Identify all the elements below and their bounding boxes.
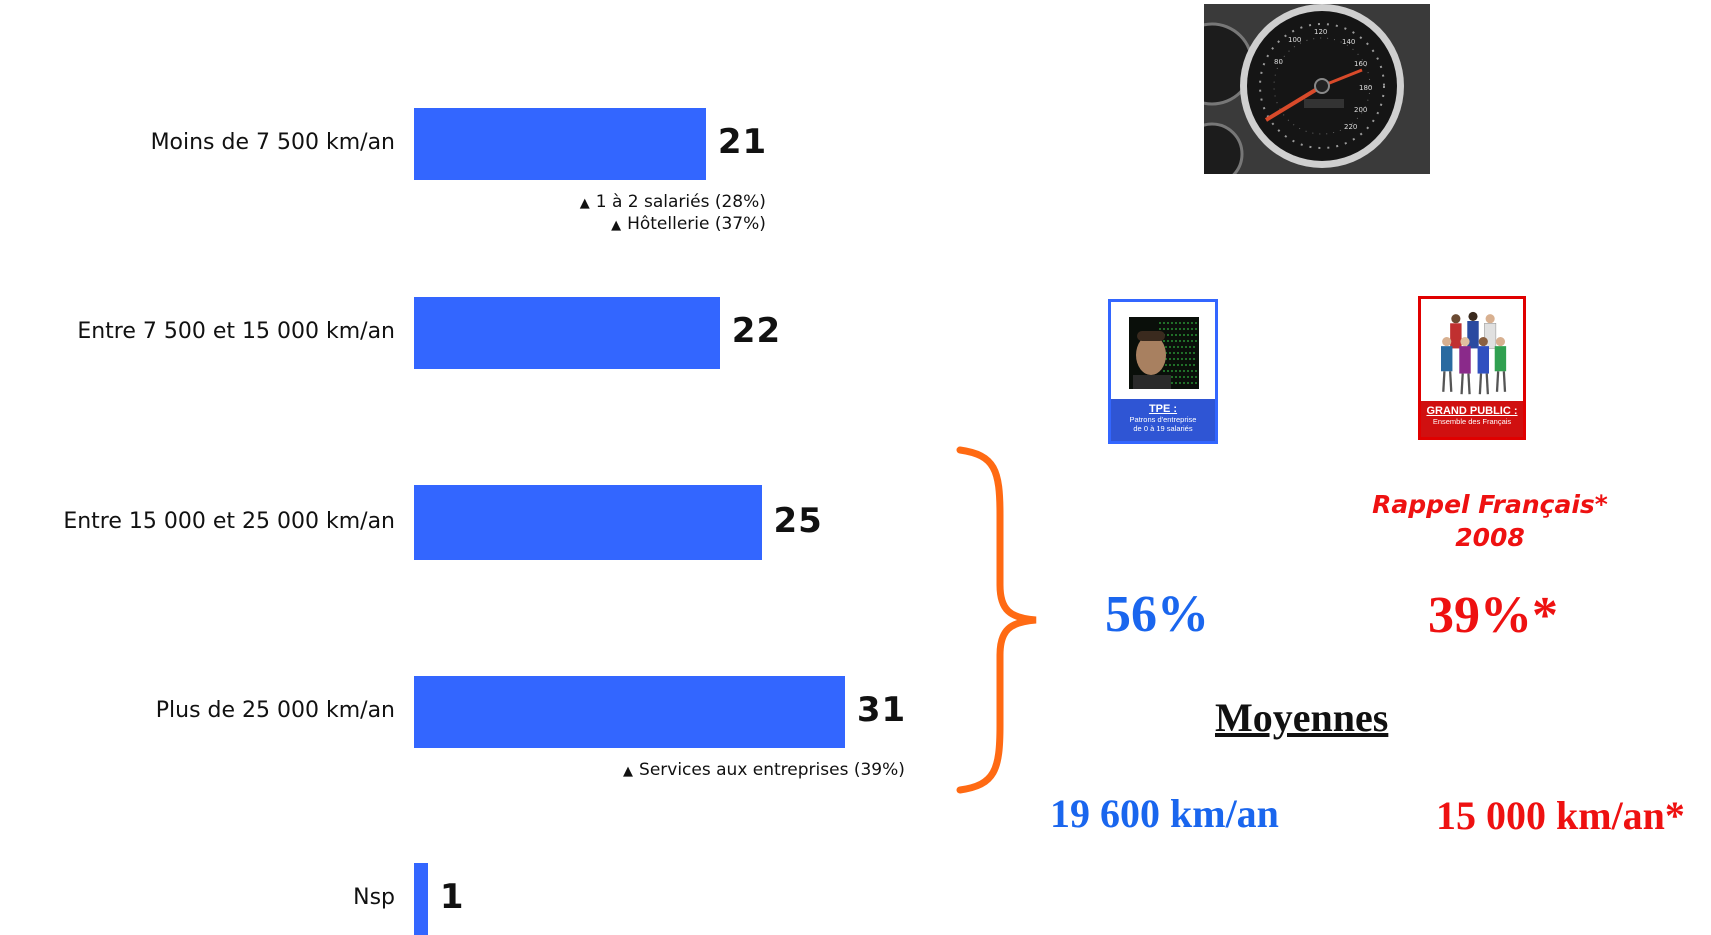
annotation-text: Hôtellerie (37%) [627, 214, 766, 234]
category-label: Plus de 25 000 km/an [155, 698, 395, 723]
category-label: Entre 15 000 et 25 000 km/an [63, 508, 395, 534]
triangle-up-icon: ▲ [579, 196, 590, 211]
bar [414, 485, 762, 560]
triangle-up-icon: ▲ [611, 218, 622, 233]
km-distribution-chart: Moins de 7 500 km/an 21 ▲ 1 à 2 salariés (2… [63, 108, 905, 935]
bar-value-label: 1 [439, 877, 465, 917]
svg-text:180: 180 [1359, 84, 1372, 92]
tpe-card-title: TPE : [1148, 403, 1178, 415]
tpe-card: TPE : Patrons d'entreprise de 0 à 19 sal… [1108, 299, 1218, 444]
gp-card-subtitle: Ensemble des Français [1432, 417, 1512, 426]
tpe-portrait-image [1129, 317, 1199, 389]
bar-value-label: 31 [856, 690, 907, 730]
rappel-label: Rappel Français* 2008 [1340, 488, 1640, 554]
svg-text:160: 160 [1354, 60, 1367, 68]
grand-public-card: GRAND PUBLIC : Ensemble des Français [1418, 296, 1526, 440]
rappel-line-1: Rappel Français* [1372, 490, 1608, 519]
tpe-card-subtitle-2: de 0 à 19 salariés [1133, 424, 1193, 433]
gp-share-value: 39%* [1428, 587, 1558, 644]
annotation-text: 1 à 2 salariés (28%) [595, 192, 766, 212]
gp-average-value: 15 000 km/an* [1436, 793, 1685, 838]
moyennes-label: Moyennes [1215, 695, 1389, 740]
bar-value-label: 21 [717, 122, 768, 162]
group-brace [956, 446, 1037, 794]
brace-shape [956, 446, 1037, 794]
gp-card-caption: GRAND PUBLIC : Ensemble des Français [1421, 401, 1523, 437]
category-label: Moins de 7 500 km/an [150, 130, 395, 155]
tpe-card-subtitle-1: Patrons d'entreprise [1129, 415, 1197, 424]
annotation-text: Services aux entreprises (39%) [639, 760, 905, 780]
tpe-average-value: 19 600 km/an [1050, 791, 1279, 836]
rappel-line-2: 2008 [1455, 523, 1525, 552]
bar [414, 297, 720, 369]
svg-text:100: 100 [1288, 36, 1301, 44]
svg-text:80: 80 [1274, 58, 1283, 66]
svg-text:200: 200 [1354, 106, 1367, 114]
gp-card-title: GRAND PUBLIC : [1426, 405, 1518, 417]
bar [414, 108, 706, 180]
svg-text:120: 120 [1314, 28, 1327, 36]
bar [414, 863, 428, 935]
bar-annotation: ▲ 1 à 2 salariés (28%) [580, 192, 766, 212]
svg-text:220: 220 [1344, 123, 1357, 131]
bar-annotation: ▲ Services aux entreprises (39%) [623, 760, 905, 780]
speedometer-image: 80 100 120 140 160 180 200 220 [1204, 4, 1430, 174]
tpe-card-caption: TPE : Patrons d'entreprise de 0 à 19 sal… [1111, 399, 1215, 441]
bar-value-label: 22 [731, 311, 782, 351]
svg-text:140: 140 [1342, 38, 1355, 46]
category-label: Entre 7 500 et 15 000 km/an [77, 319, 395, 344]
category-label: Nsp [353, 885, 395, 910]
crowd-image [1433, 307, 1513, 399]
tpe-share-value: 56% [1105, 586, 1209, 643]
triangle-up-icon: ▲ [623, 764, 634, 779]
bar-annotation: ▲ Hôtellerie (37%) [611, 214, 766, 234]
bar [414, 676, 845, 748]
bar-value-label: 25 [773, 500, 823, 541]
